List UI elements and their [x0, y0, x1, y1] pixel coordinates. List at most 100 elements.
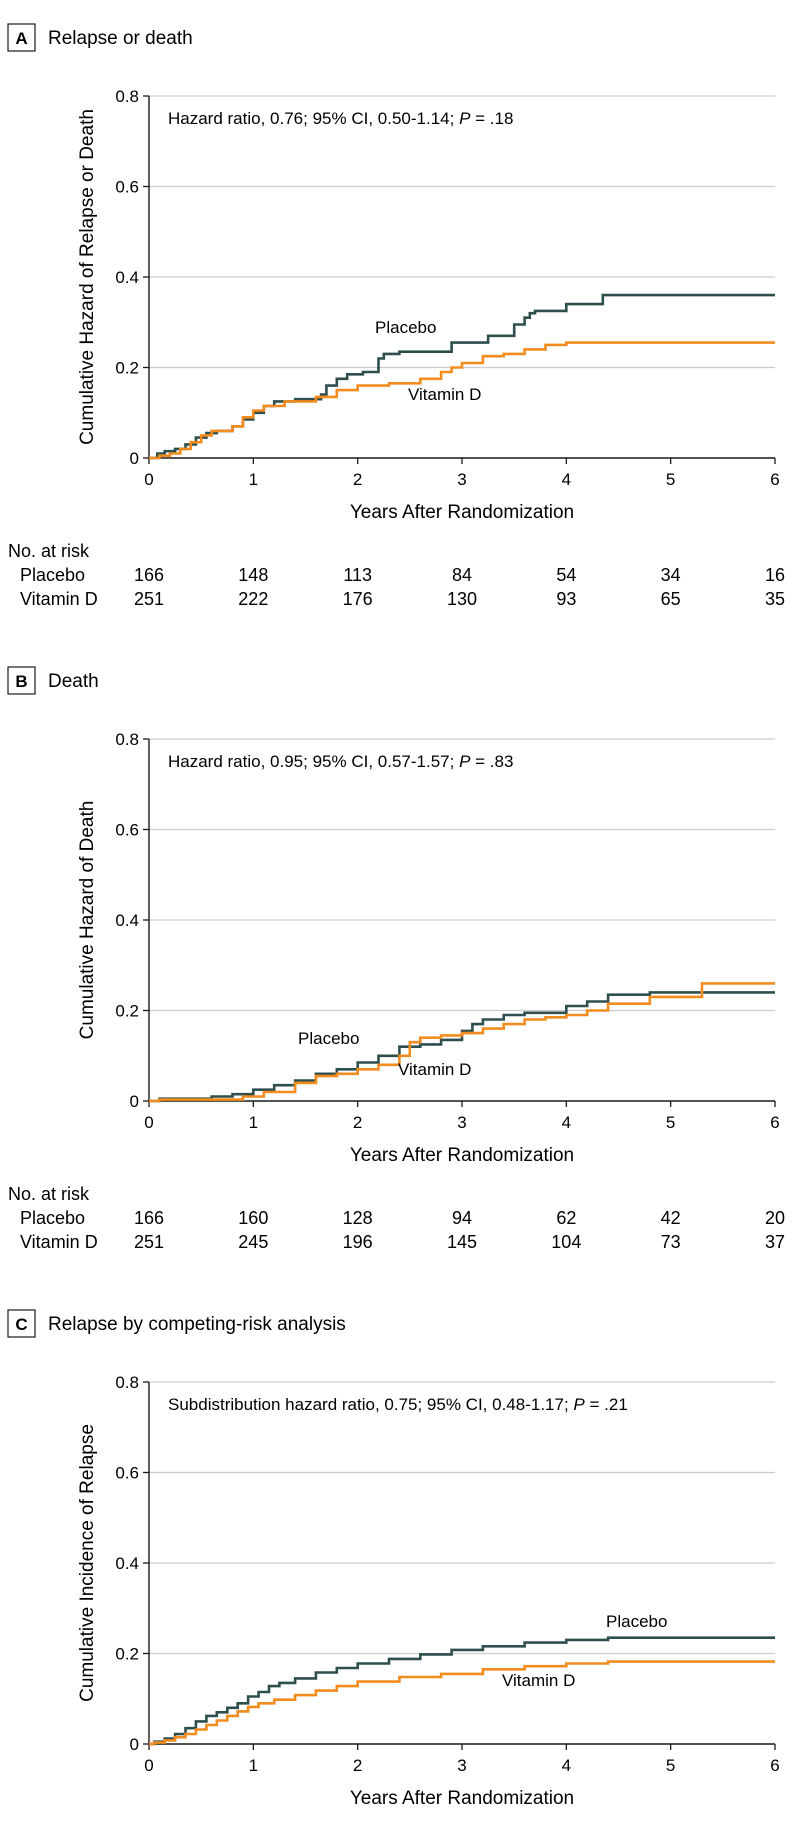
panel-title: Relapse by competing-risk analysis	[48, 1314, 346, 1335]
at-risk-value: 84	[452, 565, 472, 585]
at-risk-value: 166	[134, 1208, 164, 1228]
at-risk-value: 196	[343, 1232, 373, 1252]
at-risk-value: 160	[238, 1208, 268, 1228]
y-tick-label: 0.6	[115, 821, 139, 840]
panel-letter-box	[7, 1309, 36, 1338]
at-risk-value: 54	[556, 565, 576, 585]
at-risk-value: 251	[134, 1232, 164, 1252]
at-risk-value: 93	[556, 589, 576, 609]
at-risk-value: 113	[343, 565, 372, 585]
x-tick-label: 0	[144, 470, 153, 489]
at-risk-value: 104	[551, 1232, 581, 1252]
y-tick-label: 0.4	[115, 1554, 139, 1573]
vitamin-d-series-label: Vitamin D	[502, 1671, 575, 1690]
at-risk-value: 20	[765, 1208, 785, 1228]
x-tick-label: 0	[144, 1756, 153, 1775]
x-tick-label: 4	[562, 470, 571, 489]
x-tick-label: 1	[249, 1756, 258, 1775]
y-tick-label: 0.4	[115, 268, 139, 287]
at-risk-value: 130	[447, 589, 477, 609]
at-risk-value: 166	[134, 565, 164, 585]
x-tick-label: 5	[666, 470, 675, 489]
at-risk-table: No. at risk Placebo 166 148 113 84 54 34 16 Vitam…	[8, 541, 785, 609]
placebo-series-line	[149, 991, 775, 1103]
at-risk-table: No. at risk Placebo 166 160 128 94 62 42 20 Vitam…	[8, 1184, 785, 1252]
y-tick-label: 0	[130, 449, 139, 468]
x-axis-label: Years After Randomization	[350, 502, 574, 523]
x-tick-label: 3	[457, 1756, 466, 1775]
at-risk-value: 148	[238, 565, 268, 585]
x-axis-label: Years After Randomization	[350, 1788, 574, 1809]
at-risk-value: 145	[447, 1232, 477, 1252]
at-risk-value: 62	[556, 1208, 576, 1228]
placebo-series-label: Placebo	[298, 1029, 359, 1048]
panel-letter: B	[15, 672, 27, 691]
hazard-ratio-annotation: Hazard ratio, 0.76; 95% CI, 0.50-1.14; P…	[168, 109, 513, 128]
x-tick-label: 4	[562, 1756, 571, 1775]
at-risk-value: 16	[765, 565, 785, 585]
at-risk-row-label: Placebo	[20, 565, 85, 585]
y-tick-label: 0.8	[115, 730, 139, 749]
y-tick-label: 0.8	[115, 87, 139, 106]
at-risk-value: 35	[765, 589, 785, 609]
x-axis-label: Years After Randomization	[350, 1145, 574, 1166]
panel-title: Death	[48, 671, 99, 692]
x-tick-label: 4	[562, 1113, 571, 1132]
vitamin-d-series-label: Vitamin D	[408, 385, 481, 404]
at-risk-value: 128	[343, 1208, 373, 1228]
y-tick-label: 0	[130, 1092, 139, 1111]
y-tick-label: 0.2	[115, 1002, 139, 1021]
panel-c: C Relapse by competing-risk analysis 0 0.2 0…	[7, 1309, 780, 1809]
x-tick-label: 0	[144, 1113, 153, 1132]
vitamin-d-series-label: Vitamin D	[398, 1060, 471, 1079]
y-tick-label: 0.2	[115, 359, 139, 378]
at-risk-row-label: Placebo	[20, 1208, 85, 1228]
y-tick-label: 0.8	[115, 1373, 139, 1392]
x-tick-label: 2	[353, 470, 362, 489]
placebo-series-label: Placebo	[375, 318, 436, 337]
x-tick-label: 5	[666, 1113, 675, 1132]
placebo-series-label: Placebo	[606, 1612, 667, 1631]
x-tick-label: 3	[457, 470, 466, 489]
y-tick-label: 0.2	[115, 1645, 139, 1664]
at-risk-value: 251	[134, 589, 164, 609]
x-tick-label: 6	[770, 1113, 779, 1132]
at-risk-value: 65	[661, 589, 681, 609]
hazard-ratio-annotation: Hazard ratio, 0.95; 95% CI, 0.57-1.57; P…	[168, 752, 513, 771]
annotation-p-label: P	[573, 1395, 585, 1414]
at-risk-value: 222	[238, 589, 268, 609]
at-risk-row-label: Vitamin D	[20, 1232, 98, 1252]
x-tick-label: 6	[770, 470, 779, 489]
y-tick-label: 0.6	[115, 178, 139, 197]
at-risk-value: 37	[765, 1232, 785, 1252]
x-tick-label: 6	[770, 1756, 779, 1775]
at-risk-value: 245	[238, 1232, 268, 1252]
annotation-p-label: P	[459, 109, 471, 128]
annotation-p-value: = .83	[470, 752, 513, 771]
panel-letter: A	[15, 29, 27, 48]
panel-letter-box	[7, 666, 36, 695]
placebo-series-line	[149, 1636, 775, 1746]
y-axis-label: Cumulative Hazard of Death	[77, 801, 98, 1040]
y-axis-label: Cumulative Hazard of Relapse or Death	[77, 109, 98, 445]
at-risk-header: No. at risk	[8, 541, 90, 561]
panel-letter-box	[7, 23, 36, 52]
panel-letter: C	[15, 1315, 27, 1334]
vitamin-d-series-line	[149, 1660, 775, 1746]
panel-title: Relapse or death	[48, 28, 193, 49]
panel-b: B Death 0 0.2 0.4 0.6 0.8 0 1 2 3 4 5 6 Years After Ra…	[7, 666, 785, 1252]
at-risk-value: 42	[661, 1208, 681, 1228]
hazard-ratio-annotation: Subdistribution hazard ratio, 0.75; 95% …	[168, 1395, 628, 1414]
annotation-text: Hazard ratio, 0.76; 95% CI, 0.50-1.14;	[168, 109, 459, 128]
annotation-p-value: = .21	[585, 1395, 628, 1414]
at-risk-header: No. at risk	[8, 1184, 90, 1204]
placebo-series-line	[149, 293, 775, 460]
x-tick-label: 3	[457, 1113, 466, 1132]
vitamin-d-series-line	[149, 982, 775, 1103]
annotation-text: Subdistribution hazard ratio, 0.75; 95% …	[168, 1395, 573, 1414]
at-risk-row-label: Vitamin D	[20, 589, 98, 609]
vitamin-d-series-line	[149, 341, 775, 460]
y-tick-label: 0.4	[115, 911, 139, 930]
at-risk-value: 34	[661, 565, 681, 585]
